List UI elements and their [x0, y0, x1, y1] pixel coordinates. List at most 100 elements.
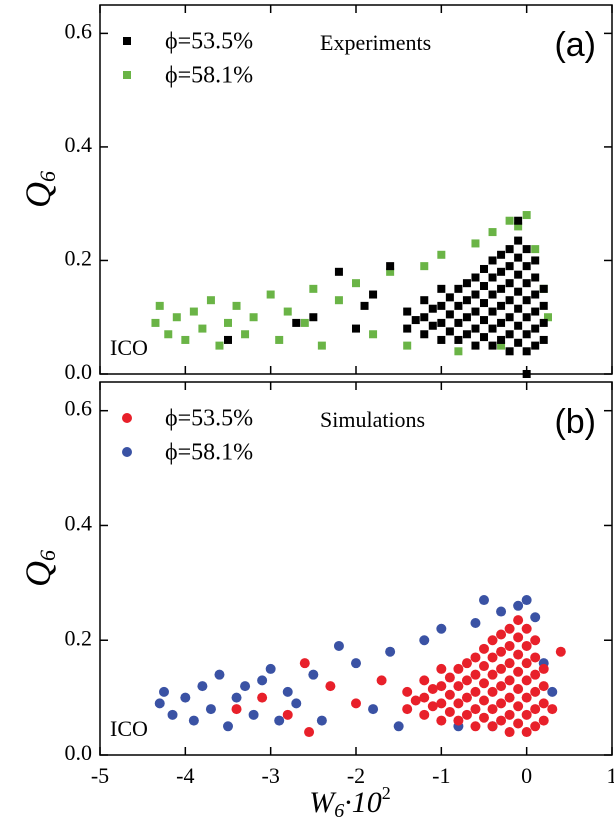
point — [393, 721, 404, 732]
point — [224, 318, 232, 327]
point — [454, 335, 463, 344]
point — [198, 324, 207, 333]
y-axis-label: Q6 — [18, 171, 60, 208]
point — [521, 658, 532, 669]
x-label-main: W — [309, 786, 337, 819]
point — [513, 632, 524, 643]
y-tick-label: 0.4 — [65, 132, 93, 157]
point — [530, 652, 541, 663]
point — [437, 301, 446, 310]
point — [514, 222, 523, 231]
point — [419, 675, 430, 686]
point — [461, 675, 472, 686]
point — [497, 341, 506, 350]
point — [470, 721, 481, 732]
point — [471, 307, 480, 316]
point — [505, 296, 514, 305]
point — [309, 313, 318, 322]
y-tick-label: 0.4 — [65, 511, 93, 536]
point — [531, 290, 540, 299]
point — [248, 709, 259, 720]
point — [471, 290, 480, 299]
point — [445, 327, 454, 336]
point — [151, 318, 160, 327]
point — [487, 652, 498, 663]
point — [488, 256, 497, 265]
point — [453, 715, 464, 726]
point — [496, 698, 507, 709]
point — [154, 698, 165, 709]
point — [172, 313, 181, 322]
point — [514, 321, 523, 330]
point — [522, 330, 531, 339]
point — [454, 318, 463, 327]
point — [538, 715, 549, 726]
point — [479, 695, 489, 706]
y-tick-label: 0.6 — [65, 396, 93, 421]
point — [241, 330, 250, 339]
point — [159, 686, 169, 697]
point — [505, 245, 514, 254]
point — [539, 335, 548, 344]
point — [496, 629, 507, 640]
point — [514, 287, 523, 296]
point — [470, 669, 481, 680]
point — [445, 293, 454, 302]
point — [351, 698, 361, 709]
point — [521, 692, 532, 703]
point — [480, 282, 488, 291]
point — [488, 341, 497, 350]
point — [419, 635, 430, 646]
point — [514, 236, 523, 245]
point — [368, 704, 379, 715]
point — [505, 216, 514, 225]
point — [300, 318, 309, 327]
point — [386, 267, 395, 276]
point — [445, 310, 454, 319]
point — [462, 279, 471, 288]
point — [497, 335, 506, 344]
point — [488, 307, 497, 316]
point — [504, 727, 515, 738]
point — [538, 698, 549, 709]
point — [334, 267, 343, 276]
point — [522, 296, 531, 305]
point — [403, 307, 412, 316]
legend-marker — [123, 71, 131, 79]
point — [444, 672, 455, 683]
point — [427, 701, 438, 712]
point — [214, 669, 225, 680]
point — [461, 709, 472, 720]
point — [453, 698, 464, 709]
point — [461, 658, 472, 669]
legend-label: ϕ=58.1% — [165, 440, 253, 466]
point — [402, 704, 413, 715]
legend-marker — [123, 37, 131, 45]
point — [547, 686, 558, 697]
point — [471, 273, 480, 282]
point — [504, 658, 515, 669]
point — [309, 284, 318, 293]
point — [437, 318, 446, 327]
point — [514, 304, 523, 313]
point — [480, 299, 488, 308]
point — [522, 347, 531, 356]
point — [488, 290, 497, 299]
point — [454, 347, 463, 356]
point — [513, 701, 524, 712]
point — [521, 623, 532, 634]
point — [555, 646, 566, 657]
point — [437, 250, 446, 259]
point — [504, 623, 515, 634]
point — [471, 324, 480, 333]
point — [471, 239, 480, 248]
point — [505, 279, 514, 288]
point — [530, 704, 541, 715]
y-tick-label: 0.0 — [65, 359, 93, 384]
point — [521, 727, 532, 738]
point — [514, 270, 523, 279]
point — [232, 301, 241, 310]
point — [470, 704, 481, 715]
point — [531, 324, 540, 333]
point — [497, 284, 506, 293]
